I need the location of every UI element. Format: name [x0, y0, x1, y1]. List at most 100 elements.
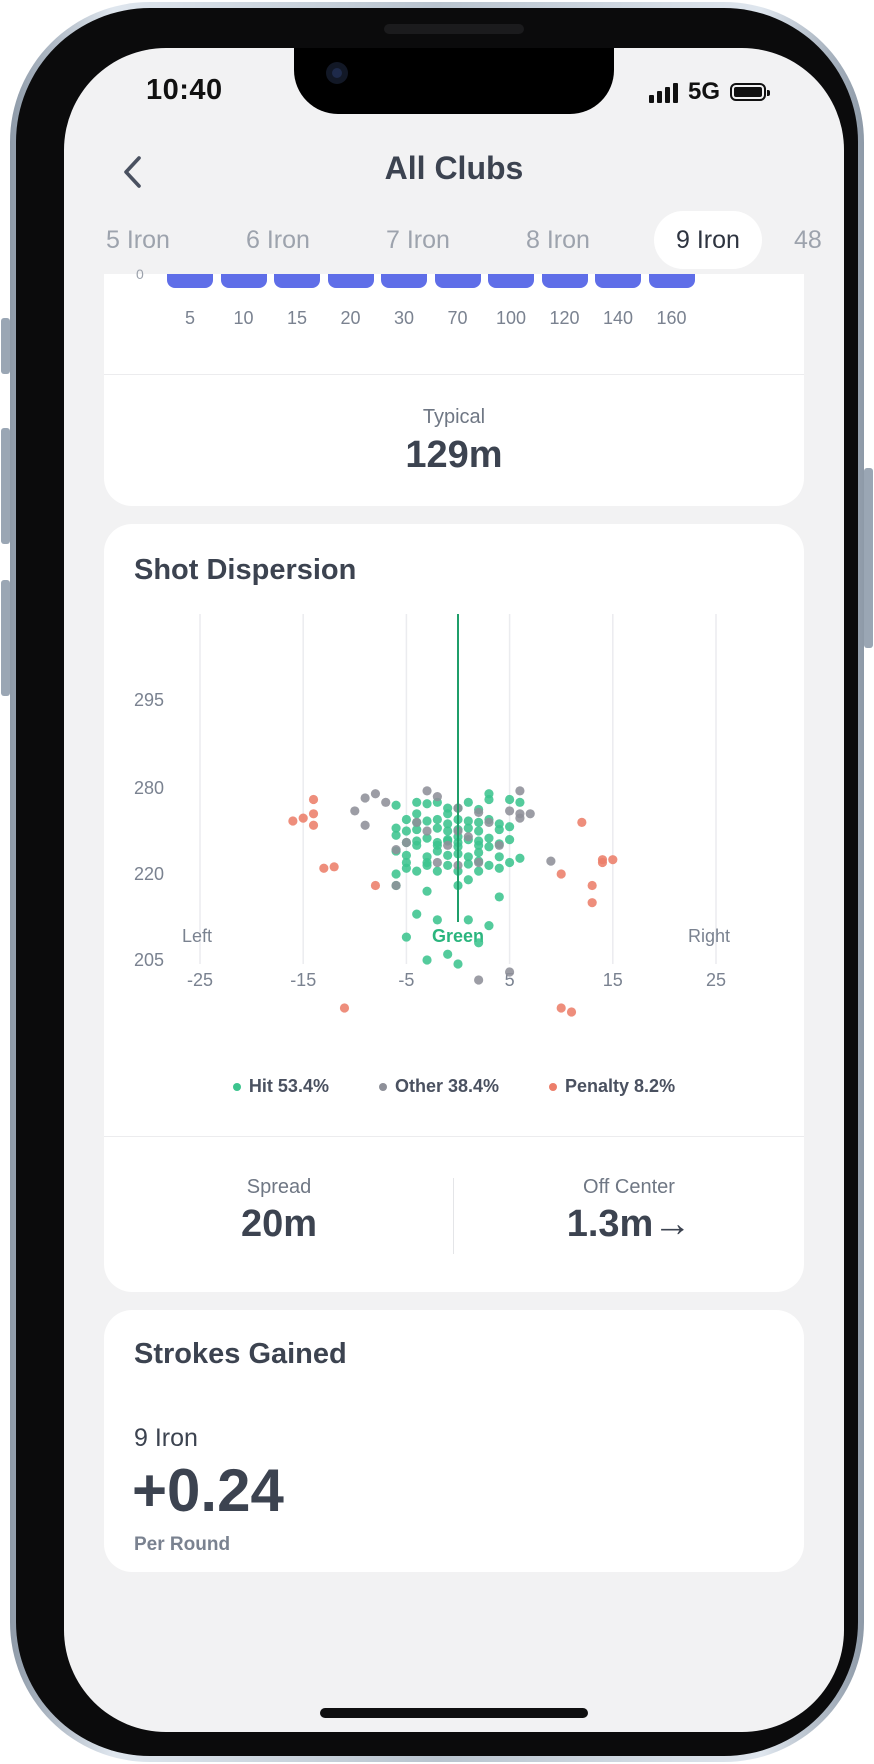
data-point: [556, 1003, 566, 1013]
data-point: [505, 857, 515, 868]
data-point: [474, 847, 484, 858]
section-title: Strokes Gained: [134, 1338, 347, 1370]
data-point: [484, 860, 494, 870]
data-point: [494, 863, 504, 873]
camera-icon: [326, 62, 348, 84]
x-tick-label: 15: [603, 970, 623, 990]
tab-48[interactable]: 48: [794, 226, 822, 254]
data-point: [505, 967, 515, 977]
bar-x-label: 70: [447, 308, 468, 328]
spread-stat: Spread 20m: [104, 1176, 454, 1246]
data-point: [412, 866, 422, 876]
y-tick-label: 295: [134, 690, 164, 710]
data-point: [494, 852, 504, 862]
dispersion-scatter-chart: -25 -15 -5 5 15 25 295 280 220 205 Left Right Green: [134, 614, 730, 1017]
bezel: 10:40 5G All Clubs 5 Iron 6 Iron 7 Iron …: [16, 8, 858, 1756]
screen: 10:40 5G All Clubs 5 Iron 6 Iron 7 Iron …: [64, 48, 844, 1732]
data-point: [360, 820, 370, 830]
data-point: [412, 817, 422, 827]
data-point: [443, 860, 453, 870]
section-title: Shot Dispersion: [134, 554, 357, 586]
x-tick-label: -15: [290, 970, 316, 990]
data-point: [422, 786, 432, 796]
chevron-left-icon[interactable]: [114, 152, 154, 192]
y-tick-label: 220: [134, 864, 164, 884]
chart-legend: Hit 53.4% Other 38.4% Penalty 8.2%: [104, 1076, 804, 1097]
data-point: [412, 840, 422, 850]
data-point: [412, 909, 422, 919]
status-icons: 5G: [648, 78, 770, 106]
data-point: [422, 816, 432, 826]
legend-hit: Hit 53.4%: [232, 1076, 329, 1097]
typical-label: Typical: [422, 406, 486, 428]
data-point: [443, 840, 453, 850]
data-point: [556, 869, 566, 879]
data-point: [463, 816, 473, 826]
legend-other-label: Other 38.4%: [394, 1076, 500, 1096]
data-point: [484, 789, 494, 799]
volume-up-button: [1, 428, 10, 544]
data-point: [474, 866, 484, 876]
bar-x-label: 20: [340, 308, 361, 328]
y-tick-label: 280: [134, 778, 164, 798]
data-point: [505, 794, 515, 805]
bar-x-label: 10: [233, 308, 254, 328]
tab-6-iron[interactable]: 6 Iron: [246, 226, 310, 254]
x-tick-label: 25: [706, 970, 726, 990]
strokes-gained-value: +0.24: [132, 1457, 284, 1524]
data-point: [432, 814, 442, 825]
data-point: [566, 1007, 577, 1017]
direction-left-label: Left: [182, 926, 212, 946]
data-point: [432, 915, 442, 925]
data-point: [463, 915, 473, 925]
club-tabs: 5 Iron 6 Iron 7 Iron 8 Iron 9 Iron 48: [64, 211, 844, 271]
data-point: [515, 797, 525, 807]
off-center-label: Off Center: [583, 1176, 675, 1198]
data-point: [339, 1003, 350, 1013]
data-point: [443, 809, 453, 819]
data-point: [391, 830, 401, 840]
data-point: [360, 793, 370, 803]
data-point: [484, 842, 494, 852]
data-point: [484, 921, 494, 931]
data-point: [443, 850, 453, 860]
bar-x-label: 5: [184, 308, 195, 328]
data-point: [474, 975, 484, 985]
data-point: [587, 898, 597, 908]
data-point: [401, 850, 411, 860]
data-point: [608, 855, 618, 865]
bar-x-label: 15: [286, 308, 308, 328]
distance-bar-chart: 0 5 10 15 20 30 70 100 120 140 160: [104, 266, 804, 378]
data-point: [515, 813, 525, 823]
data-point: [484, 817, 494, 827]
tab-9-iron[interactable]: 9 Iron: [654, 211, 762, 269]
data-point: [308, 809, 319, 819]
data-point: [443, 826, 453, 836]
data-point: [463, 859, 473, 869]
data-point: [525, 809, 535, 819]
tab-5-iron[interactable]: 5 Iron: [106, 226, 170, 254]
data-point: [308, 794, 319, 805]
data-point: [391, 800, 401, 810]
data-point: [401, 814, 411, 825]
data-point: [391, 845, 401, 855]
data-point: [412, 824, 422, 835]
off-center-stat: Off Center 1.3m→: [454, 1176, 804, 1246]
bar-x-label: 160: [656, 308, 687, 328]
home-indicator[interactable]: [320, 1708, 588, 1718]
data-point: [597, 857, 608, 868]
data-point: [401, 932, 411, 942]
tab-8-iron[interactable]: 8 Iron: [526, 226, 590, 254]
power-button: [864, 468, 873, 648]
data-point: [432, 866, 442, 876]
legend-dot: [549, 1082, 558, 1091]
data-point: [401, 837, 411, 848]
tab-7-iron[interactable]: 7 Iron: [386, 226, 450, 254]
distance-bar: [220, 274, 267, 288]
legend-hit-label: Hit 53.4%: [248, 1076, 329, 1096]
x-tick-label: 5: [505, 970, 515, 990]
data-point: [474, 857, 484, 868]
data-point: [494, 824, 504, 835]
data-point: [391, 869, 401, 879]
vertical-divider: [453, 1178, 454, 1254]
